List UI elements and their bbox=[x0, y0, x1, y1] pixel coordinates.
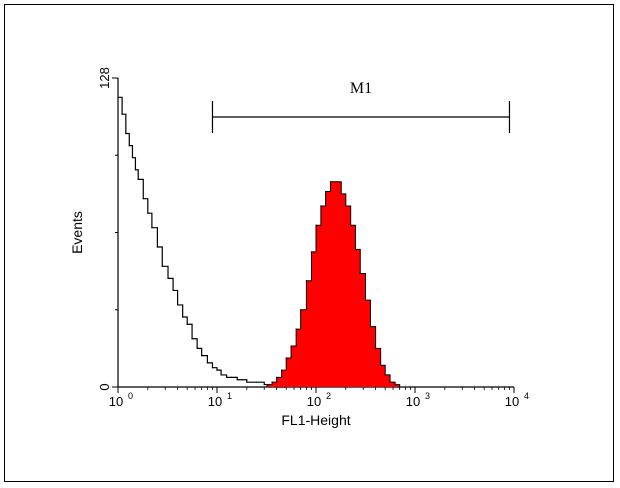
x-tick-exp-1: 1 bbox=[227, 391, 232, 401]
series-0-point-13 bbox=[172, 289, 174, 292]
x-tick-exp-3: 3 bbox=[425, 391, 430, 401]
x-tick-label-0: 10 bbox=[109, 394, 123, 409]
series-1-point-2 bbox=[271, 381, 273, 383]
series-0-point-2 bbox=[125, 132, 127, 135]
series-1-point-16 bbox=[340, 193, 342, 195]
series-1-point-3 bbox=[276, 376, 278, 378]
series-1-point-8 bbox=[300, 309, 302, 311]
series-0-point-18 bbox=[196, 347, 198, 349]
x-tick-label-1: 10 bbox=[208, 394, 222, 409]
series-0-point-5 bbox=[134, 169, 137, 171]
series-0-point-30 bbox=[263, 383, 265, 386]
series-0-point-10 bbox=[156, 246, 158, 248]
series-0-point-26 bbox=[236, 379, 238, 381]
series-0-point-8 bbox=[147, 212, 149, 214]
series-0-point-6 bbox=[137, 178, 139, 180]
series-1-point-26 bbox=[389, 381, 391, 383]
series-0-point-14 bbox=[177, 304, 179, 306]
series-0-point-3 bbox=[128, 144, 130, 147]
x-tick-exp-4: 4 bbox=[524, 391, 529, 401]
series-layer bbox=[117, 96, 401, 388]
marker-layer: M1 bbox=[211, 80, 511, 133]
series-1-point-23 bbox=[375, 347, 377, 349]
series-0-point-27 bbox=[241, 379, 243, 381]
x-tick-label-2: 10 bbox=[307, 394, 321, 409]
y-axis-title: Events bbox=[69, 211, 85, 254]
x-tick-label-3: 10 bbox=[406, 394, 420, 409]
series-1-point-11 bbox=[315, 224, 317, 226]
series-1-point-7 bbox=[295, 328, 297, 330]
series-0-point-16 bbox=[186, 323, 188, 325]
series-0-point-19 bbox=[201, 355, 203, 357]
x-tick-exp-2: 2 bbox=[326, 391, 331, 401]
series-1-point-10 bbox=[310, 251, 313, 253]
x-tick-label-4: 10 bbox=[505, 394, 519, 409]
marker-label: M1 bbox=[350, 80, 372, 97]
series-0-point-4 bbox=[131, 157, 134, 159]
series-0-point-29 bbox=[255, 381, 257, 383]
series-0-point-28 bbox=[246, 381, 248, 383]
series-1-point-22 bbox=[369, 326, 372, 328]
series-0-point-12 bbox=[167, 277, 169, 279]
series-1-point-25 bbox=[384, 374, 386, 376]
y-tick-label-0: 0 bbox=[97, 383, 112, 390]
chart-frame bbox=[4, 4, 614, 482]
series-0-point-20 bbox=[206, 362, 209, 364]
series-0-point-22 bbox=[216, 369, 218, 371]
series-0-point-23 bbox=[220, 374, 222, 376]
series-1-edge bbox=[261, 181, 401, 388]
series-1-point-27 bbox=[394, 383, 396, 386]
labels-layer: 0 128 10 0 10 1 10 2 10 3 10 4 FL1-Height Events bbox=[69, 67, 529, 428]
series-0-point-17 bbox=[191, 338, 193, 340]
series-0-point-25 bbox=[230, 376, 233, 378]
series-0-point-21 bbox=[211, 367, 214, 369]
series-1-point-1 bbox=[266, 383, 268, 386]
series-1-point-14 bbox=[329, 181, 332, 183]
series-1-point-4 bbox=[281, 369, 283, 371]
series-1-point-24 bbox=[380, 364, 382, 366]
series-1-point-28 bbox=[399, 386, 401, 388]
series-1-point-21 bbox=[364, 299, 367, 301]
series-1-point-6 bbox=[290, 345, 292, 347]
series-0-point-0 bbox=[117, 96, 119, 98]
series-1-point-5 bbox=[285, 357, 287, 359]
series-1-point-20 bbox=[359, 272, 361, 275]
x-axis-title: FL1-Height bbox=[281, 412, 350, 428]
series-1-point-15 bbox=[335, 181, 337, 183]
series-0-point-15 bbox=[182, 316, 184, 318]
series-1-point-18 bbox=[350, 224, 352, 226]
series-0-point-1 bbox=[121, 113, 123, 115]
series-0-point-11 bbox=[161, 265, 163, 267]
series-1-point-0 bbox=[260, 386, 262, 388]
y-tick-label-1: 128 bbox=[97, 67, 112, 89]
series-1-point-9 bbox=[305, 280, 308, 282]
series-0-point-7 bbox=[142, 198, 144, 200]
series-1-point-13 bbox=[324, 190, 327, 193]
series-1-point-17 bbox=[345, 205, 347, 207]
series-1-point-19 bbox=[354, 248, 356, 250]
series-1-fill bbox=[261, 181, 400, 387]
series-0-point-9 bbox=[151, 227, 153, 229]
series-0-point-24 bbox=[225, 376, 228, 378]
series-1-point-12 bbox=[320, 205, 322, 207]
series-0-line bbox=[118, 96, 287, 388]
x-tick-exp-0: 0 bbox=[128, 391, 133, 401]
